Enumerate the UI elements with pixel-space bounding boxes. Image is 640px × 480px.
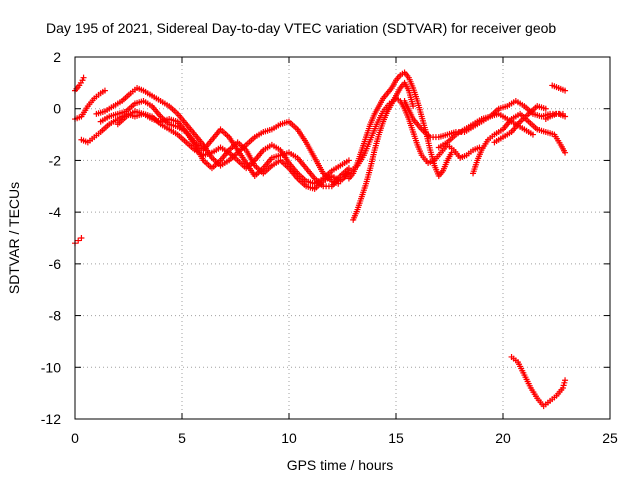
series-track-n (491, 103, 549, 146)
data-point (559, 110, 566, 117)
series-track-b (72, 235, 85, 247)
x-axis-ticks: 0 5 10 15 20 25 (71, 57, 618, 446)
y-tick-label: 2 (53, 49, 61, 65)
data-point (101, 87, 108, 94)
data-point (80, 74, 87, 81)
data-point (345, 157, 352, 164)
chart-title: Day 195 of 2021, Sidereal Day-to-day VTE… (46, 20, 556, 36)
x-tick-label: 10 (281, 430, 297, 446)
data-point (562, 87, 569, 94)
series-track-g (97, 97, 352, 192)
data-point (410, 103, 417, 110)
x-tick-label: 20 (495, 430, 511, 446)
data-marks (72, 69, 569, 410)
y-tick-label: -10 (41, 359, 61, 375)
series-track-j (341, 95, 483, 179)
x-axis-label: GPS time / hours (287, 457, 394, 473)
y-tick-label: -8 (49, 308, 62, 324)
series-track-c (72, 87, 108, 123)
series-track-m (470, 110, 569, 177)
y-axis-ticks: 2 0 -2 -4 -6 -8 -10 -12 (41, 49, 610, 427)
y-axis-label: SDTVAR / TECUs (6, 182, 22, 294)
series-track-a (72, 74, 87, 94)
x-tick-label: 25 (602, 430, 618, 446)
x-tick-label: 0 (71, 430, 79, 446)
plot-frame (74, 56, 611, 420)
series-track-p (549, 82, 569, 94)
series-track-q (508, 353, 569, 410)
y-tick-label: -6 (49, 256, 62, 272)
series-track-o (542, 110, 566, 123)
series-track-l (435, 97, 569, 151)
data-point (78, 235, 85, 241)
series-track-k (401, 97, 536, 141)
series-track-h (350, 79, 417, 223)
data-point (562, 377, 569, 384)
data-point (542, 105, 549, 112)
y-tick-label: 0 (53, 101, 61, 117)
y-tick-label: -4 (49, 204, 62, 220)
x-tick-label: 5 (178, 430, 186, 446)
data-point (562, 149, 569, 156)
y-tick-label: -12 (41, 411, 61, 427)
y-tick-label: -2 (49, 152, 62, 168)
data-point (529, 131, 536, 138)
series-track-i (345, 69, 455, 182)
data-point (75, 237, 82, 244)
x-tick-label: 15 (388, 430, 404, 446)
